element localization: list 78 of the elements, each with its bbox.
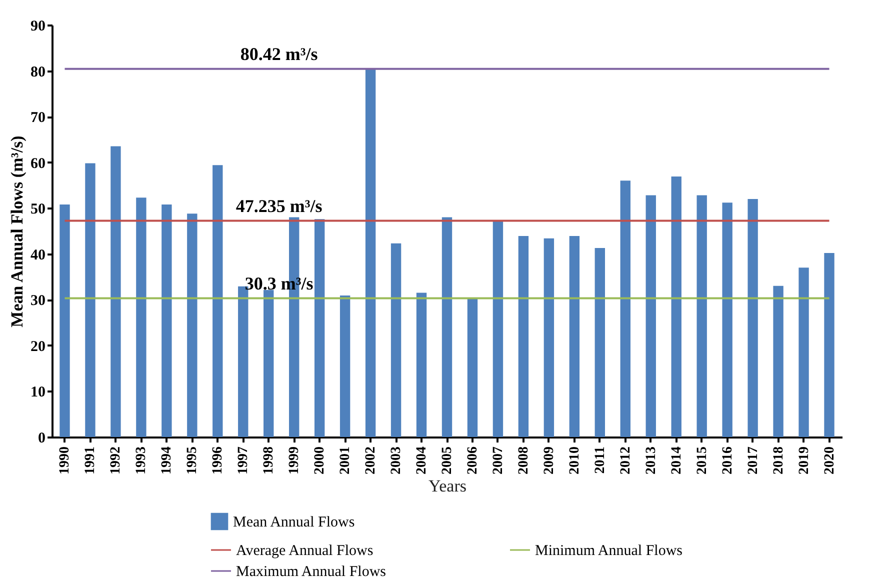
- x-tick-label: 2017: [746, 446, 761, 474]
- y-tick-label: 20: [30, 338, 46, 355]
- bar: [136, 198, 146, 437]
- x-tick-label: 2004: [414, 446, 430, 474]
- y-tick-label: 50: [30, 202, 46, 218]
- x-tick-label: 2003: [389, 446, 404, 474]
- x-tick-label: 1997: [236, 446, 252, 474]
- x-tick-label: 2008: [516, 446, 532, 474]
- legend-label: Maximum Annual Flows: [236, 564, 386, 580]
- bar: [492, 220, 504, 437]
- bar: [110, 146, 121, 437]
- y-tick-label: 0: [38, 430, 46, 446]
- bar: [773, 286, 784, 437]
- bar: [594, 248, 605, 437]
- x-tick-label: 2009: [542, 446, 557, 474]
- legend-label: Average Annual Flows: [236, 543, 374, 559]
- legend-label: Mean Annual Flows: [233, 514, 355, 530]
- annotation: 80.42 m³/s: [240, 44, 318, 64]
- x-tick-label: 2014: [669, 446, 684, 474]
- bar: [518, 236, 529, 437]
- x-tick-label: 1991: [83, 446, 98, 474]
- bar: [340, 296, 350, 437]
- bar: [60, 204, 70, 437]
- x-tick-label: 1990: [58, 446, 73, 474]
- x-tick-label: 1993: [134, 446, 150, 474]
- bar: [544, 238, 554, 437]
- bar: [722, 202, 732, 437]
- x-tick-label: 2019: [796, 446, 812, 474]
- y-tick-label: 60: [30, 156, 46, 172]
- x-tick-label: 1994: [160, 446, 175, 474]
- bar: [442, 217, 452, 437]
- bar: [569, 236, 580, 437]
- bar: [646, 195, 656, 437]
- x-tick-label: 1995: [185, 446, 200, 474]
- bar: [748, 198, 758, 437]
- x-tick-label: 2000: [312, 446, 328, 474]
- y-tick-label: 80: [30, 64, 46, 80]
- x-tick-label: 2005: [440, 446, 455, 474]
- x-tick-label: 1998: [262, 446, 277, 474]
- bar: [696, 195, 707, 437]
- x-tick-label: 2020: [822, 446, 838, 474]
- bar: [264, 290, 274, 437]
- x-tick-label: 2002: [364, 446, 379, 474]
- annotation: 47.235 m³/s: [236, 196, 322, 216]
- bar: [212, 165, 223, 437]
- bar: [365, 68, 376, 437]
- x-tick-label: 2006: [465, 446, 480, 474]
- bar: [671, 176, 682, 437]
- y-tick-label: 30: [30, 293, 46, 310]
- bar: [162, 204, 172, 437]
- x-tick-label: 1992: [108, 446, 124, 474]
- bar: [314, 219, 325, 437]
- x-tick-label: 2010: [567, 446, 582, 474]
- x-tick-label: 2013: [644, 446, 659, 474]
- x-axis-title: Years: [428, 476, 466, 496]
- bar: [798, 268, 809, 437]
- y-tick-label: 70: [30, 110, 46, 126]
- x-tick-label: 2012: [618, 446, 634, 474]
- x-tick-label: 2018: [771, 446, 786, 474]
- legend-label: Minimum Annual Flows: [535, 543, 683, 559]
- x-tick-label: 2015: [694, 446, 710, 474]
- x-tick-label: 2001: [338, 446, 354, 474]
- x-tick-label: 1999: [287, 446, 302, 474]
- bar: [85, 163, 96, 437]
- bar: [824, 252, 834, 437]
- bar: [467, 298, 478, 437]
- y-tick-label: 10: [30, 384, 46, 401]
- bar: [620, 180, 630, 437]
- x-tick-label: 2007: [490, 446, 506, 474]
- x-tick-label: 2011: [592, 446, 608, 474]
- x-tick-label: 2016: [720, 446, 736, 474]
- x-tick-label: 1996: [210, 446, 226, 474]
- y-axis-title: Mean Annual Flows (m³/s): [8, 136, 26, 328]
- y-tick-label: 40: [30, 247, 46, 264]
- bar: [390, 243, 402, 437]
- bar: [416, 292, 427, 437]
- bar: [187, 214, 198, 437]
- y-tick-label: 90: [30, 18, 46, 34]
